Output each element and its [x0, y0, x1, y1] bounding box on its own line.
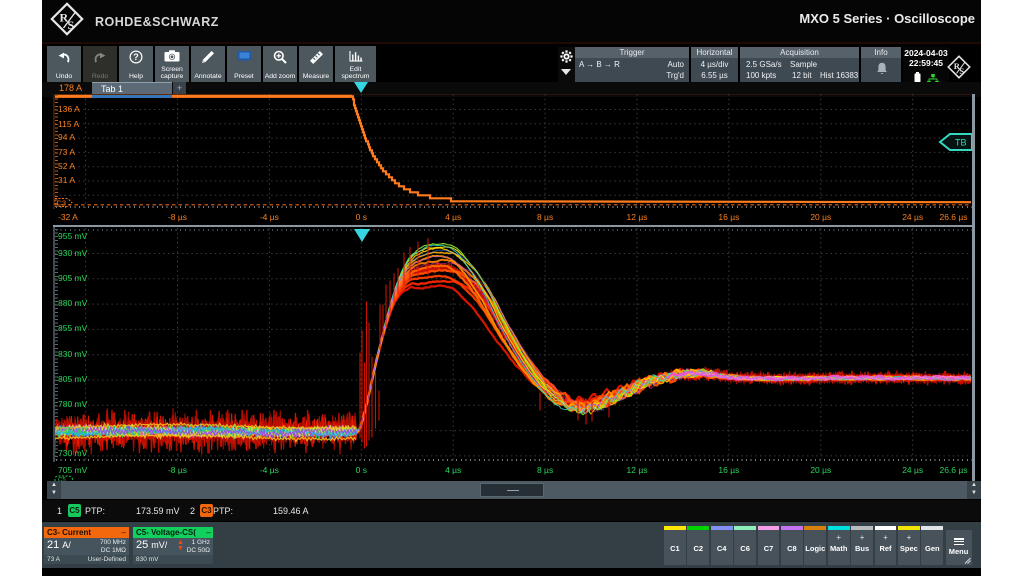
svg-text:C5: C5 — [58, 478, 66, 482]
svg-text:R: R — [954, 61, 961, 71]
svg-text:C3: C3 — [57, 198, 67, 207]
svg-text:S: S — [68, 18, 75, 32]
svg-text:S: S — [959, 66, 964, 76]
svg-text:TB: TB — [955, 138, 967, 148]
svg-text:R: R — [60, 11, 69, 25]
svg-text:?: ? — [133, 52, 139, 62]
